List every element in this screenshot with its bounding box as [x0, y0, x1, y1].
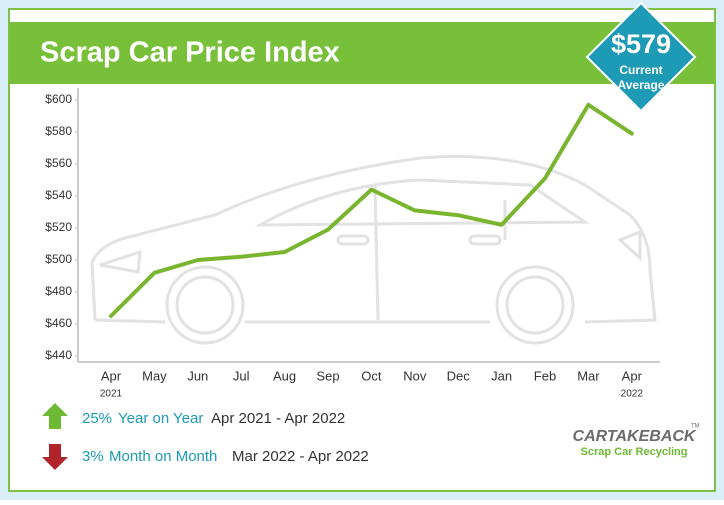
down-arrow	[42, 444, 68, 470]
x-tick-label: Jun	[187, 368, 208, 383]
stat-range: Apr 2021 - Apr 2022	[211, 410, 345, 427]
y-tick-label: $440	[45, 348, 72, 362]
badge-caption: Current	[619, 63, 662, 77]
y-tick-label: $460	[45, 316, 72, 330]
x-sublabel: 2021	[100, 389, 123, 400]
x-tick-label: Oct	[361, 368, 382, 383]
x-tick-label: Apr	[101, 368, 122, 383]
stat-period: Month on Month	[109, 448, 217, 465]
y-tick-label: $540	[45, 188, 72, 202]
y-tick-label: $520	[45, 220, 72, 234]
badge-caption: Average	[618, 78, 665, 92]
y-tick-label: $560	[45, 156, 72, 170]
x-tick-label: Aug	[273, 368, 296, 383]
logo: CARTAKEBACK TM Scrap Car Recycling	[573, 424, 700, 458]
stat-period: Year on Year	[118, 410, 203, 427]
x-tick-label: Jul	[233, 368, 250, 383]
stat-change: 25%	[82, 410, 112, 427]
logo-name: CARTAKEBACK	[573, 428, 697, 445]
current-badge: $579 Current Average	[585, 1, 697, 113]
x-tick-label: May	[142, 368, 167, 383]
x-tick-label: Sep	[316, 368, 339, 383]
panel	[8, 8, 716, 492]
y-tick-label: $480	[45, 284, 72, 298]
x-tick-label: Mar	[577, 368, 600, 383]
x-tick-label: Feb	[534, 368, 556, 383]
y-tick-label: $600	[45, 92, 72, 106]
x-tick-label: Nov	[403, 368, 427, 383]
price-line	[109, 102, 634, 318]
x-tick-label: Apr	[622, 368, 643, 383]
y-tick-label: $580	[45, 124, 72, 138]
logo-mark: TM	[691, 424, 700, 430]
badge-value: $579	[611, 29, 671, 59]
stat-range: Mar 2022 - Apr 2022	[232, 448, 369, 465]
x-tick-label: Jan	[491, 368, 512, 383]
x-tick-label: Dec	[447, 368, 471, 383]
stat-row: 3% Month on Month Mar 2022 - Apr 2022	[42, 444, 369, 470]
badge-diamond	[585, 1, 697, 113]
car-outline	[90, 155, 657, 345]
stat-row: 25% Year on Year Apr 2021 - Apr 2022	[42, 403, 345, 429]
y-tick-label: $500	[45, 252, 72, 266]
logo-tagline: Scrap Car Recycling	[581, 446, 688, 458]
stat-change: 3%	[82, 448, 104, 465]
up-arrow	[42, 403, 68, 429]
title: Scrap Car Price Index	[40, 37, 340, 69]
x-sublabel: 2022	[621, 389, 644, 400]
